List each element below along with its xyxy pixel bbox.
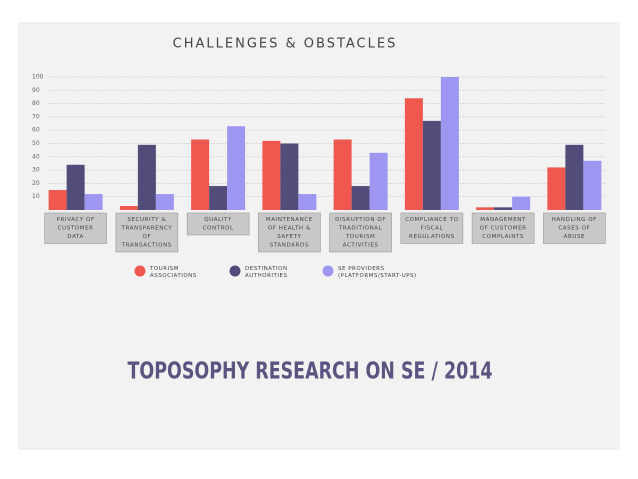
category-box bbox=[258, 212, 321, 253]
x-tick-label: SECURITY & TRANSPARENCY OF TRANSACTIONS bbox=[120, 217, 172, 249]
y-tick-label: 70 bbox=[32, 113, 40, 120]
category-box bbox=[186, 212, 250, 236]
bar bbox=[280, 143, 299, 210]
y-tick-label: 10 bbox=[32, 193, 40, 200]
x-tick-label: DISRUPTION OF TRADITIONAL TOURISM ACTIVITIE… bbox=[335, 217, 386, 249]
category-box bbox=[400, 212, 464, 244]
legend-label: SE PROVIDERS (PLATFORMS/START-UPS) bbox=[338, 266, 417, 279]
y-tick-label: 40 bbox=[32, 153, 40, 160]
y-tick-label: 50 bbox=[32, 140, 40, 147]
y-tick-label: 60 bbox=[32, 127, 40, 134]
x-tick-label: COMPLIANCE TO FISCAL REGULATIONS bbox=[405, 217, 458, 240]
bar bbox=[404, 98, 423, 210]
x-tick-label: PRIVACY OF CUSTOMER DATA bbox=[57, 217, 95, 240]
bar bbox=[547, 167, 566, 210]
bar bbox=[476, 207, 495, 210]
bar bbox=[351, 186, 370, 210]
y-tick-label: 30 bbox=[32, 167, 40, 174]
bar bbox=[227, 126, 246, 210]
y-tick-label: 20 bbox=[32, 180, 40, 187]
y-tick-label: 100 bbox=[32, 74, 44, 81]
category-box bbox=[115, 212, 179, 253]
bar bbox=[66, 164, 85, 210]
category-box bbox=[44, 212, 107, 244]
bar bbox=[155, 194, 174, 210]
x-tick-label: MAINTENANCE OF HEALTH & SAFETY STANDARDS bbox=[266, 217, 313, 249]
bar bbox=[48, 190, 67, 210]
bar bbox=[191, 139, 210, 210]
bar bbox=[369, 152, 388, 210]
y-tick-label: 80 bbox=[32, 100, 40, 107]
x-tick-label: HANDLING OF CASES OF ABUSE bbox=[552, 217, 597, 240]
y-tick-label: 90 bbox=[32, 87, 40, 94]
x-tick-label: MANAGEMENT OF CUSTOMER COMPLAINTS bbox=[480, 217, 527, 240]
bar bbox=[512, 196, 531, 210]
bar bbox=[137, 144, 156, 210]
legend-swatch bbox=[229, 265, 241, 277]
x-tick-label: QUALITY CONTROL bbox=[203, 217, 234, 232]
bar bbox=[298, 194, 317, 210]
category-box bbox=[471, 212, 535, 244]
category-box bbox=[543, 212, 606, 244]
footer: TOPOSOPHY RESEARCH ON SE / 2014 bbox=[128, 359, 493, 385]
legend-label: TOURISM ASSOCIATIONS bbox=[149, 266, 197, 279]
bar bbox=[209, 186, 228, 210]
bar bbox=[333, 139, 352, 210]
legend-label: DESTINATION AUTHORITIES bbox=[245, 266, 288, 279]
bar bbox=[440, 77, 459, 210]
bar bbox=[494, 207, 513, 210]
bar bbox=[119, 206, 138, 210]
bar bbox=[565, 144, 584, 210]
bar bbox=[262, 140, 281, 210]
chart-title: CHALLENGES & OBSTACLES bbox=[173, 37, 398, 52]
bar bbox=[583, 160, 602, 210]
category-box bbox=[329, 212, 392, 253]
legend-swatch bbox=[134, 265, 146, 277]
legend-swatch bbox=[322, 265, 334, 277]
bar bbox=[422, 120, 441, 210]
bar bbox=[84, 194, 103, 210]
